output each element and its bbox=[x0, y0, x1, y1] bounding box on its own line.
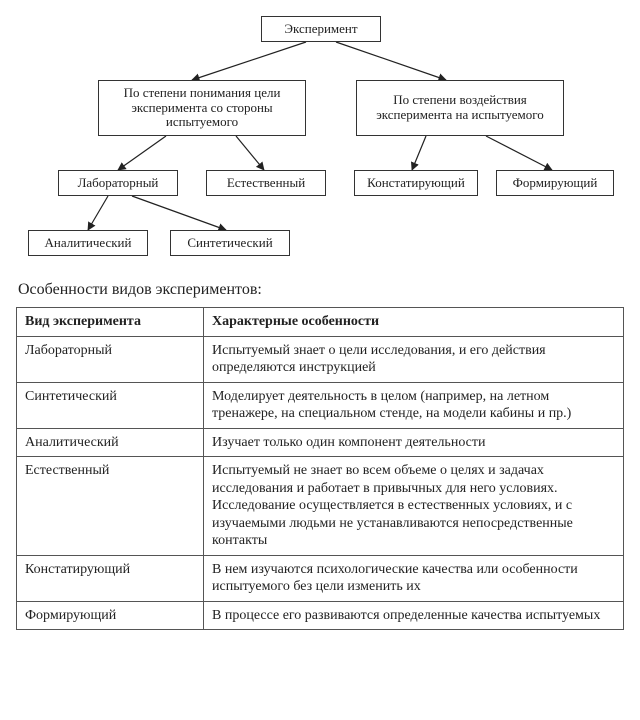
node-label: Эксперимент bbox=[284, 22, 357, 37]
cell-desc: В нем изучаются психологические качества… bbox=[204, 555, 624, 601]
node-nat: Естественный bbox=[206, 170, 326, 196]
cell-type: Естественный bbox=[17, 457, 204, 556]
node-crit1: По степени понимания цели эксперимента с… bbox=[98, 80, 306, 136]
table-row: АналитическийИзучает только один компоне… bbox=[17, 428, 624, 457]
node-label: Формирующий bbox=[513, 176, 598, 191]
cell-type: Лабораторный bbox=[17, 336, 204, 382]
cell-type: Синтетический bbox=[17, 382, 204, 428]
table-row: КонстатирующийВ нем изучаются психологич… bbox=[17, 555, 624, 601]
experiment-tree-diagram: Эксперимент По степени понимания цели эк… bbox=[16, 10, 624, 275]
cell-desc: Испытуемый не знает во всем объеме о цел… bbox=[204, 457, 624, 556]
node-label: По степени воздействия эксперимента на и… bbox=[361, 93, 559, 123]
cell-desc: Изучает только один компонент деятельнос… bbox=[204, 428, 624, 457]
node-anal: Аналитический bbox=[28, 230, 148, 256]
cell-type: Аналитический bbox=[17, 428, 204, 457]
col-header-type: Вид эксперимента bbox=[17, 308, 204, 337]
cell-type: Констатирующий bbox=[17, 555, 204, 601]
node-label: Констатирующий bbox=[367, 176, 465, 191]
node-crit2: По степени воздействия эксперимента на и… bbox=[356, 80, 564, 136]
features-table: Вид эксперимента Характерные особенности… bbox=[16, 307, 624, 630]
cell-desc: В процессе его развиваются определенные … bbox=[204, 601, 624, 630]
cell-type: Формирующий bbox=[17, 601, 204, 630]
table-row: СинтетическийМоделирует деятельность в ц… bbox=[17, 382, 624, 428]
table-row: ЕстественныйИспытуемый не знает во всем … bbox=[17, 457, 624, 556]
node-lab: Лабораторный bbox=[58, 170, 178, 196]
node-synth: Синтетический bbox=[170, 230, 290, 256]
col-header-desc: Характерные особенности bbox=[204, 308, 624, 337]
section-title: Особенности видов экспериментов: bbox=[16, 281, 624, 299]
node-label: Лабораторный bbox=[78, 176, 159, 191]
node-form: Формирующий bbox=[496, 170, 614, 196]
cell-desc: Испытуемый знает о цели исследования, и … bbox=[204, 336, 624, 382]
table-header-row: Вид эксперимента Характерные особенности bbox=[17, 308, 624, 337]
node-label: По степени понимания цели эксперимента с… bbox=[103, 86, 301, 131]
node-label: Аналитический bbox=[45, 236, 132, 251]
node-konst: Констатирующий bbox=[354, 170, 478, 196]
table-row: ЛабораторныйИспытуемый знает о цели иссл… bbox=[17, 336, 624, 382]
cell-desc: Моделирует деятельность в целом (наприме… bbox=[204, 382, 624, 428]
table-row: ФормирующийВ процессе его развиваются оп… bbox=[17, 601, 624, 630]
node-root: Эксперимент bbox=[261, 16, 381, 42]
node-label: Синтетический bbox=[187, 236, 272, 251]
node-label: Естественный bbox=[227, 176, 305, 191]
